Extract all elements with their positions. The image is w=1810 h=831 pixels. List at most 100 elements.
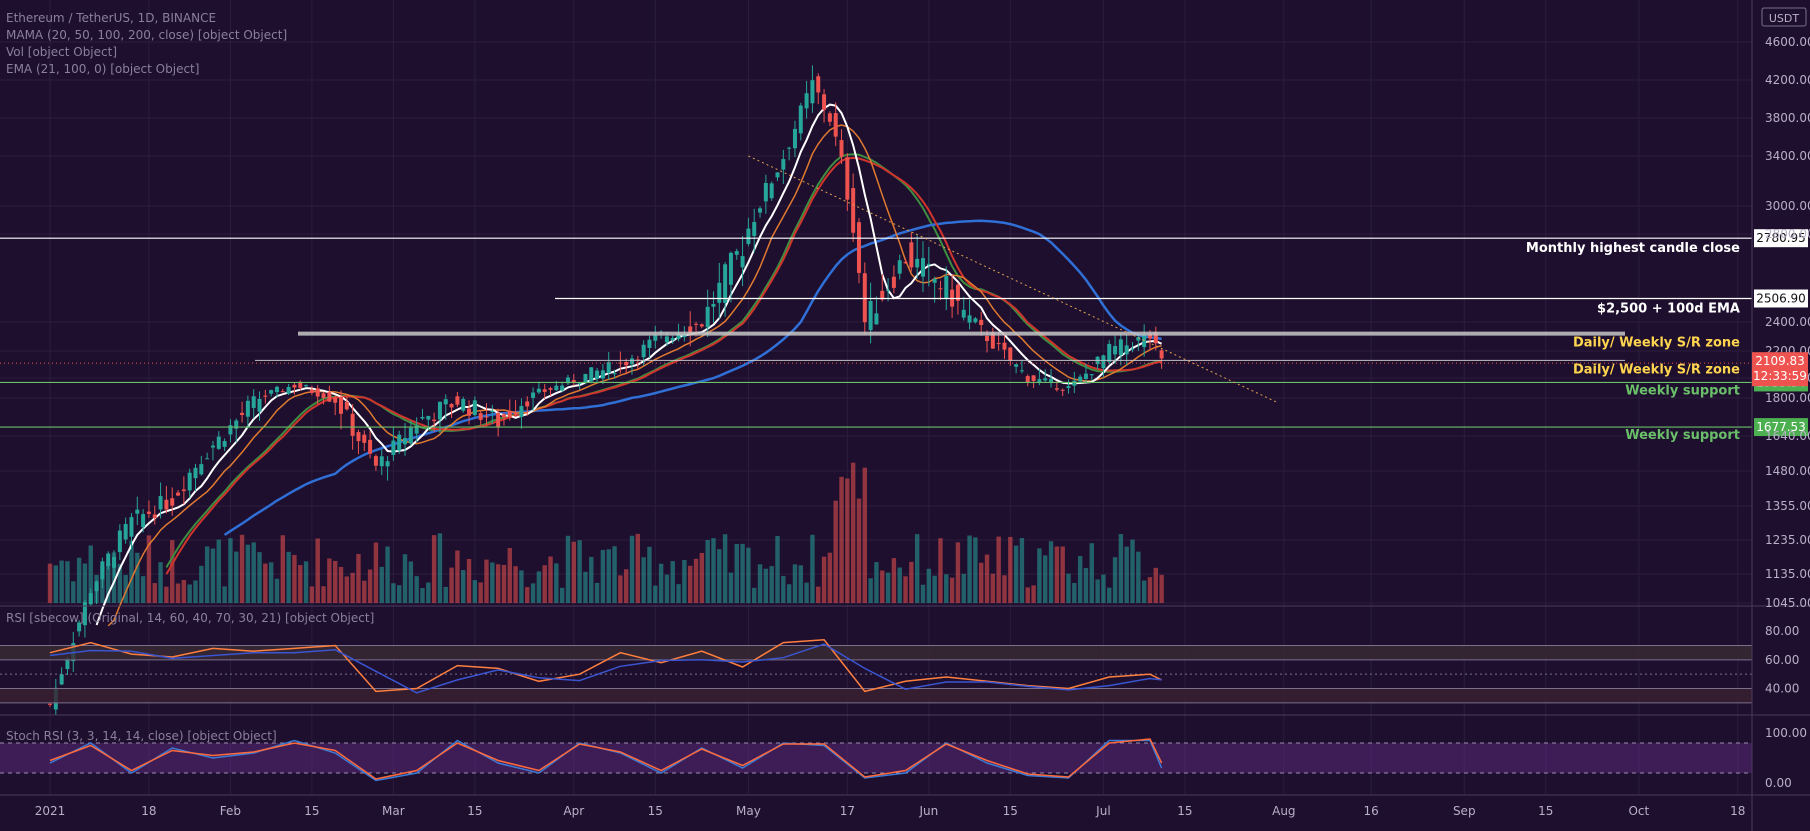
time-tick-label: 15 [304, 804, 319, 818]
volume-bar [443, 586, 448, 603]
candle-body [286, 387, 291, 394]
candle-body [443, 399, 448, 405]
volume-bar [833, 500, 838, 603]
time-tick-label: Sep [1453, 804, 1476, 818]
volume-bar [705, 540, 710, 603]
candle-body [723, 264, 728, 303]
candle-body [228, 425, 233, 435]
candle-body [199, 464, 204, 475]
candle-body [810, 80, 815, 104]
candle-body [1136, 337, 1141, 341]
currency-badge[interactable] [1761, 7, 1807, 27]
candle-body [1014, 364, 1019, 367]
volume-bar [565, 535, 571, 603]
candle-body [734, 251, 739, 255]
level-label: Daily/ Weekly S/R zone [1573, 362, 1740, 377]
candle-body [65, 658, 70, 670]
price-tick-label: 1135.00 [1765, 567, 1810, 581]
candle-body [426, 415, 431, 420]
candle-body [350, 413, 355, 436]
candle-body [548, 388, 553, 390]
volume-bar [949, 577, 955, 603]
candle-body [379, 456, 384, 467]
level-price-tag [1754, 289, 1808, 308]
volume-bar [1107, 587, 1112, 603]
candle-body [798, 105, 803, 134]
candle-body [571, 380, 576, 383]
volume-bar [228, 538, 233, 603]
volume-bar [973, 537, 978, 603]
candle-body [88, 593, 93, 605]
candle-body [449, 404, 454, 408]
rsi-legend: RSI [sbecow] (Original, 14, 60, 40, 70, … [6, 611, 374, 625]
candle-body [1031, 375, 1036, 382]
candle-body [94, 581, 99, 592]
volume-bar [135, 552, 140, 603]
candle-body [1083, 373, 1088, 379]
candle-body [484, 416, 489, 418]
volume-bar [204, 546, 210, 603]
volume-bar [1072, 582, 1077, 603]
volume-bar [437, 533, 443, 603]
volume-bar [187, 584, 192, 603]
volume-bar [670, 561, 675, 603]
candle-body [874, 313, 879, 325]
volume-bar [845, 478, 850, 603]
candle-body [1019, 370, 1024, 372]
candle-body [606, 362, 611, 374]
volume-bar [455, 550, 460, 603]
stoch-band [0, 743, 1752, 773]
volume-bar [1002, 575, 1007, 603]
volume-bar [327, 558, 332, 603]
candle-body [955, 284, 960, 301]
volume-bar [629, 535, 635, 603]
candle-body [1118, 339, 1123, 355]
candle-body [915, 258, 920, 268]
candle-body [513, 412, 518, 415]
volume-bar [548, 556, 553, 603]
candle-body [292, 384, 297, 388]
volume-bar [798, 565, 803, 603]
volume-bar [449, 567, 454, 603]
candle-body [536, 388, 541, 393]
candle-body [822, 94, 827, 110]
volume-bar [525, 587, 530, 603]
candle-body [781, 159, 786, 170]
volume-bar [210, 548, 216, 603]
candle-body [967, 315, 972, 323]
candle-body [146, 511, 151, 514]
candle-body [420, 416, 425, 419]
volume-bar [612, 546, 617, 603]
candle-body [187, 472, 192, 491]
candle-body [123, 523, 128, 540]
volume-bar [781, 576, 786, 603]
volume-bar [1147, 577, 1153, 603]
level-price-tag-text: 2506.90 [1756, 291, 1806, 305]
volume-bar [606, 549, 611, 603]
candle-body [694, 323, 699, 325]
candle-body [437, 401, 442, 420]
volume-bar [914, 534, 920, 603]
volume-bar [746, 547, 751, 603]
volume-bar [653, 585, 658, 603]
candle-body [269, 390, 274, 394]
current-price-tag: 2109.83 12:33:59 [1752, 352, 1808, 387]
volume-bar [1013, 545, 1019, 603]
candle-body [1054, 388, 1059, 390]
candle-body [862, 273, 867, 323]
candle-body [990, 332, 995, 349]
volume-bar [664, 574, 670, 603]
price-tick-label: 1640.00 [1765, 429, 1810, 443]
candle-body [82, 602, 87, 626]
candle-body [77, 622, 82, 632]
volume-bar [507, 547, 512, 603]
candle-body [100, 561, 105, 580]
candle-body [1124, 345, 1129, 355]
volume-bar [146, 535, 152, 603]
volume-bar [850, 462, 856, 603]
volume-bar [332, 560, 338, 603]
candle-body [170, 498, 175, 506]
candle-body [804, 93, 809, 109]
